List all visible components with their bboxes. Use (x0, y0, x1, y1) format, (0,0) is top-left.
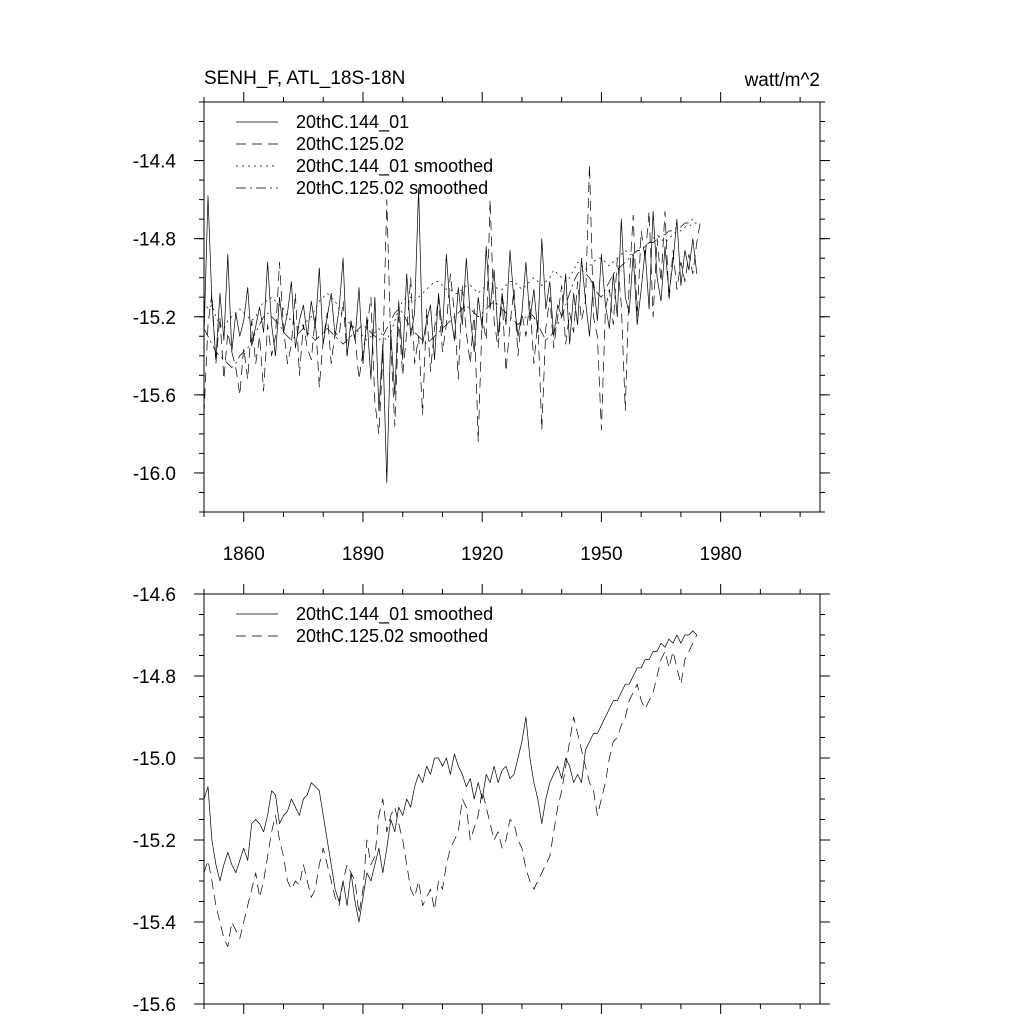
top-axis-ticks: 1860 1890 1920 1950 1980 -16.0 -15.6 -15.2 -14.8… (133, 92, 830, 565)
series-line-1 (203, 164, 702, 443)
top-plot-frame (203, 101, 821, 513)
legend-label-3: 20thC.125.02 smoothed (296, 178, 488, 198)
x-tick-label: 1920 (461, 544, 503, 565)
top-chart-units: watt/m^2 (744, 70, 820, 91)
y-tick-label: -15.2 (133, 831, 176, 852)
x-tick-label: 1860 (223, 544, 265, 565)
x-tick-label: 1890 (342, 544, 384, 565)
y-tick-label: -14.8 (133, 230, 176, 251)
top-series-group (203, 164, 702, 484)
series-line-0 (203, 630, 698, 923)
x-tick-label: 1950 (580, 544, 622, 565)
bottom-chart-panel: -15.6 -15.4 -15.2 -15.0 -14.8 -14.6 20thC.144… (133, 584, 830, 1016)
y-tick-label: -14.6 (133, 585, 176, 606)
y-tick-label: -14.4 (133, 152, 177, 173)
y-tick-label: -16.0 (133, 464, 176, 485)
y-tick-label: -15.0 (133, 749, 176, 770)
x-tick-label: 1980 (700, 544, 742, 565)
legend-label-0: 20thC.144_01 smoothed (296, 604, 493, 625)
legend-label-0: 20thC.144_01 (296, 112, 409, 133)
top-chart-title: SENH_F, ATL_18S-18N (204, 68, 405, 89)
y-tick-label: -15.6 (133, 386, 176, 407)
bottom-axis-ticks: -15.6 -15.4 -15.2 -15.0 -14.8 -14.6 (133, 584, 830, 1016)
top-chart-panel: SENH_F, ATL_18S-18N watt/m^2 1860 1890 192… (133, 68, 830, 565)
series-line-0 (203, 187, 698, 484)
legend-label-1: 20thC.125.02 (296, 134, 404, 154)
bottom-plot-frame (203, 593, 821, 1005)
series-line-1 (203, 634, 698, 947)
y-tick-label: -15.4 (133, 913, 177, 934)
bottom-series-group (203, 630, 698, 947)
series-line-2 (203, 222, 697, 341)
legend-label-2: 20thC.144_01 smoothed (296, 156, 493, 177)
series-line-3 (203, 218, 697, 368)
y-tick-label: -15.6 (133, 995, 176, 1016)
legend-label-1: 20thC.125.02 smoothed (296, 626, 488, 646)
y-tick-label: -15.2 (133, 308, 176, 329)
y-tick-label: -14.8 (133, 667, 176, 688)
